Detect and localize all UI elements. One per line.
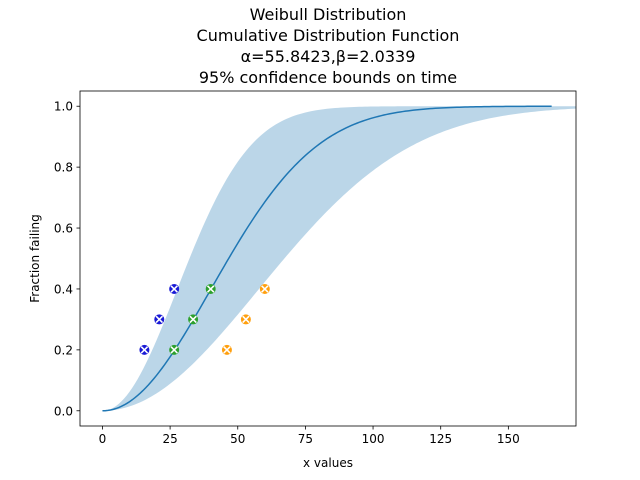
orange-x-circle-marker (240, 314, 251, 325)
blue-x-circle-marker (169, 283, 180, 294)
y-tick-label: 0.6 (54, 222, 73, 236)
x-tick-label: 75 (298, 432, 313, 446)
y-tick-label: 0.4 (54, 282, 73, 296)
x-tick-label: 25 (162, 432, 177, 446)
x-tick-label: 0 (99, 432, 107, 446)
x-tick-label: 50 (230, 432, 245, 446)
data-markers (139, 283, 270, 355)
y-axis-label: Fraction failing (28, 214, 42, 303)
y-tick-label: 0.8 (54, 161, 73, 175)
orange-x-circle-marker (259, 283, 270, 294)
green-x-circle-marker (169, 344, 180, 355)
blue-x-circle-marker (139, 344, 150, 355)
y-tick-label: 1.0 (54, 100, 73, 114)
title-line-3: α=55.8423,β=2.0339 (241, 47, 416, 66)
axes-frame (79, 90, 577, 427)
x-tick-label: 125 (429, 432, 452, 446)
blue-x-circle-marker (154, 314, 165, 325)
green-x-circle-marker (188, 314, 199, 325)
x-tick-label: 100 (362, 432, 385, 446)
title-line-1: Weibull Distribution (250, 5, 407, 24)
y-tick-label: 0.0 (54, 404, 73, 418)
title-line-4: 95% confidence bounds on time (199, 68, 457, 87)
confidence-band (102, 106, 577, 411)
x-axis-ticks: 0 25 50 75 100 125 150 (99, 426, 520, 446)
x-axis-label: x values (303, 456, 353, 470)
y-tick-label: 0.2 (54, 343, 73, 357)
orange-x-circle-marker (221, 344, 232, 355)
x-tick-label: 150 (497, 432, 520, 446)
chart-title: Weibull Distribution Cumulative Distribu… (197, 5, 460, 87)
cdf-line (102, 105, 552, 412)
green-x-circle-marker (205, 283, 216, 294)
y-axis-ticks: 0.0 0.2 0.4 0.6 0.8 1.0 (54, 100, 80, 418)
plot-area (102, 105, 577, 412)
title-line-2: Cumulative Distribution Function (197, 26, 460, 45)
